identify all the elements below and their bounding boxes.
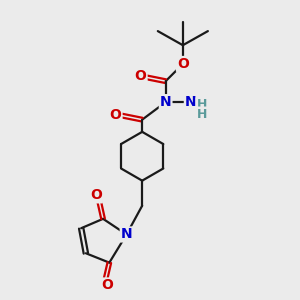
Text: O: O bbox=[177, 57, 189, 71]
Text: H: H bbox=[196, 98, 207, 111]
Text: O: O bbox=[90, 188, 102, 203]
Text: N: N bbox=[121, 227, 132, 242]
Text: O: O bbox=[135, 70, 147, 83]
Text: O: O bbox=[101, 278, 113, 292]
Text: O: O bbox=[110, 108, 122, 122]
Text: H: H bbox=[196, 107, 207, 121]
Text: N: N bbox=[160, 95, 172, 109]
Text: N: N bbox=[185, 95, 197, 109]
